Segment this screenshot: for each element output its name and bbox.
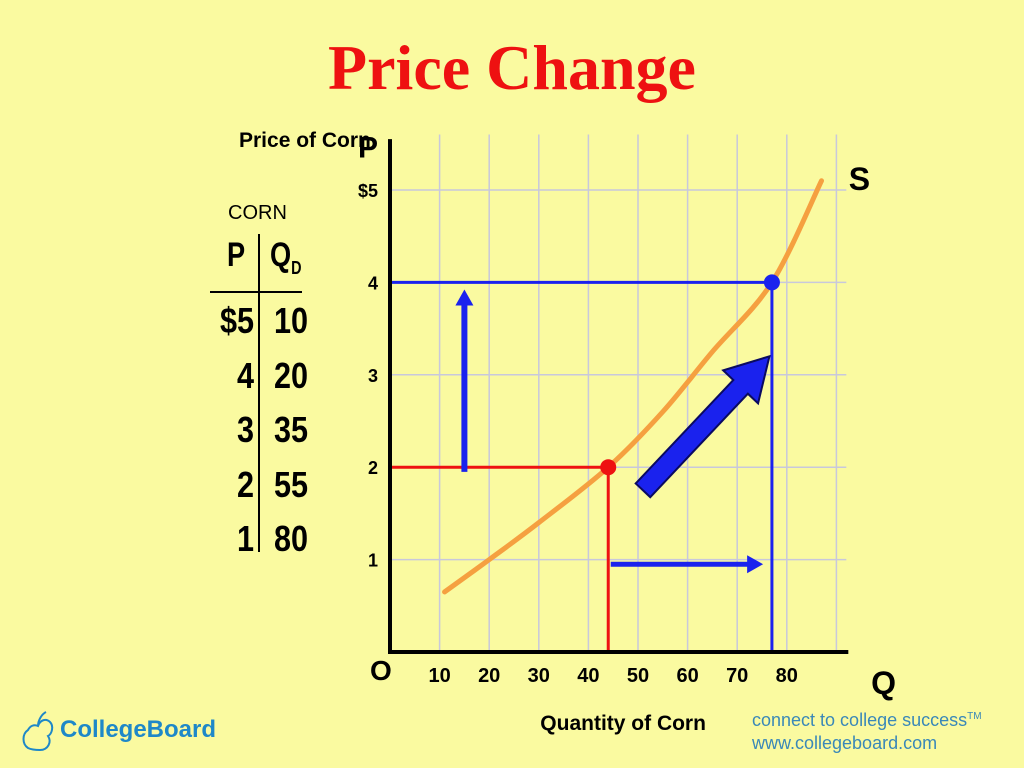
origin-label: O [370, 655, 392, 686]
table-divider-vertical [258, 234, 260, 552]
x-axis-letter: Q [871, 665, 896, 701]
table-cell-quantity: 55 [274, 464, 309, 505]
footer-tagline: connect to college successTM www.college… [752, 705, 982, 755]
x-tick-label: 60 [676, 665, 698, 687]
tagline-line-1: connect to college success [752, 710, 968, 730]
table-cell-quantity: 20 [274, 355, 309, 396]
data-point [600, 459, 617, 476]
x-tick-label: 50 [627, 665, 649, 687]
table-header-q-letter: Q [270, 236, 292, 274]
supply-movement-arrow-shape [634, 354, 771, 499]
x-tick-label: 40 [577, 665, 599, 687]
y-axis-title: Price of Corn [239, 129, 371, 152]
table-cell-price: 2 [236, 464, 254, 505]
trademark-mark: TM [967, 711, 982, 722]
x-tick-label: 70 [726, 665, 748, 687]
data-point [763, 274, 780, 291]
collegeboard-logo: CollegeBoard [20, 705, 216, 755]
table-cell-quantity: 80 [274, 518, 309, 559]
supply-movement-arrow [634, 354, 771, 499]
acorn-logo-icon [22, 711, 54, 752]
table-cell-price: 3 [236, 409, 254, 450]
schedule-caption: CORN [228, 202, 287, 224]
x-tick-label: 20 [478, 665, 500, 687]
y-tick-label: 3 [368, 366, 378, 386]
table-cell-price: $5 [219, 300, 254, 341]
table-divider-horizontal [210, 291, 302, 293]
series-label: S [849, 161, 870, 197]
slide-title: Price Change [328, 32, 696, 103]
y-tick-label: $5 [358, 181, 378, 201]
supply-curve [442, 178, 825, 595]
table-header-q-subscript: D [291, 258, 302, 278]
x-axis-title: Quantity of Corn [540, 712, 706, 735]
y-tick-label: 2 [368, 458, 378, 478]
table-header-quantity: QD [270, 236, 302, 279]
y-tick-label: 1 [368, 551, 378, 571]
table-cell-price: 4 [236, 355, 254, 396]
y-tick-label: 4 [368, 273, 378, 293]
table-cell-price: 1 [236, 518, 254, 559]
logo-wordmark: CollegeBoard [60, 716, 217, 743]
table-cell-quantity: 35 [274, 409, 309, 450]
y-axis-letter: P [358, 132, 378, 165]
x-tick-label: 80 [776, 665, 798, 687]
tagline-url: www.collegeboard.com [752, 733, 938, 753]
price-increase-arrowhead [455, 289, 474, 306]
x-tick-label: 10 [428, 665, 450, 687]
quantity-increase-arrowhead [747, 555, 764, 574]
x-tick-label: 30 [528, 665, 550, 687]
table-header-price: P [227, 236, 246, 274]
table-cell-quantity: 10 [274, 300, 309, 341]
